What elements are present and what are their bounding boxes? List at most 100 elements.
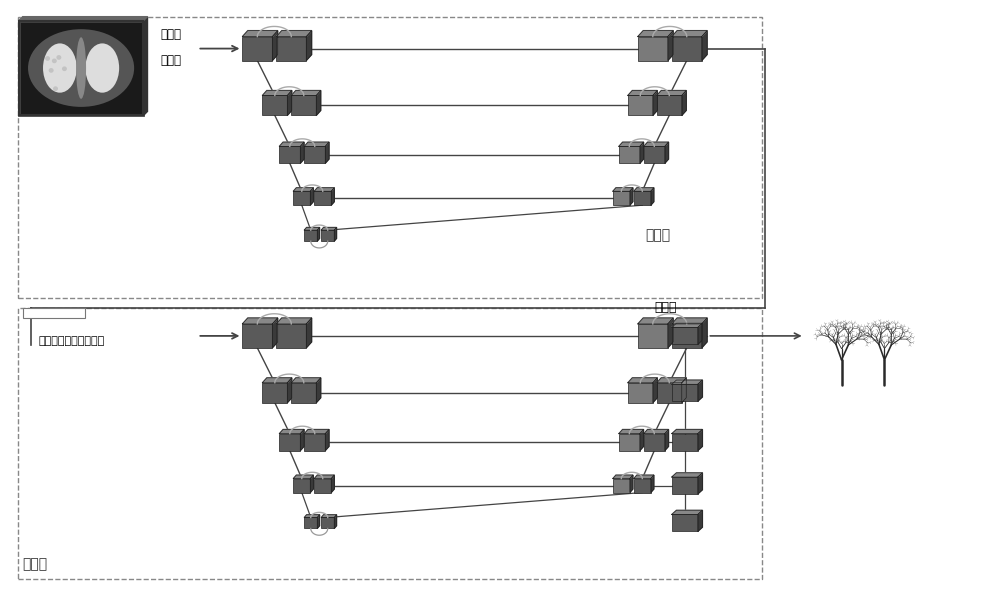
Polygon shape [698,430,702,451]
Polygon shape [287,90,292,116]
Polygon shape [293,475,313,478]
Polygon shape [306,318,312,348]
Polygon shape [304,430,329,434]
Polygon shape [672,430,702,434]
Polygon shape [321,227,337,230]
Polygon shape [613,188,633,191]
Bar [276,324,306,348]
Polygon shape [653,378,657,403]
Bar [657,383,682,403]
Polygon shape [291,90,321,96]
Polygon shape [668,318,673,348]
Polygon shape [638,318,673,324]
Polygon shape [325,142,329,163]
Bar [613,478,630,493]
Polygon shape [672,473,702,477]
Polygon shape [651,188,654,205]
Bar [242,324,272,348]
Polygon shape [672,323,702,327]
Polygon shape [698,380,702,401]
Bar [314,478,331,493]
Text: 重采样: 重采样 [160,28,181,41]
Bar [619,434,640,451]
Bar [19,21,143,116]
Bar [638,37,668,61]
Bar [314,191,331,205]
Bar [262,383,287,403]
Polygon shape [279,142,304,146]
Polygon shape [630,475,633,493]
Bar [672,324,702,348]
Polygon shape [306,31,312,61]
Polygon shape [262,378,292,383]
Text: 剪切，重采样，归一化: 剪切，重采样，归一化 [39,336,105,346]
Ellipse shape [76,37,86,99]
Polygon shape [19,17,147,21]
Ellipse shape [43,44,77,93]
Polygon shape [672,510,702,514]
Bar [672,37,702,61]
Bar [634,191,651,205]
Polygon shape [300,430,304,451]
Polygon shape [242,31,278,37]
Polygon shape [304,227,320,230]
Bar [672,434,698,451]
Polygon shape [672,31,707,37]
Bar [279,146,300,163]
Polygon shape [262,90,292,96]
Polygon shape [634,188,654,191]
Polygon shape [276,318,312,324]
Polygon shape [644,142,669,146]
Polygon shape [272,318,278,348]
Polygon shape [316,378,321,403]
Polygon shape [317,514,320,529]
Bar [293,478,310,493]
Polygon shape [672,380,702,384]
Polygon shape [653,90,657,116]
Polygon shape [300,142,304,163]
Bar [291,96,316,116]
Polygon shape [634,475,654,478]
Bar [644,434,665,451]
Bar [19,21,143,116]
Polygon shape [668,31,673,61]
Ellipse shape [28,29,134,107]
Polygon shape [628,378,657,383]
Polygon shape [279,430,304,434]
Bar [276,37,306,61]
Polygon shape [276,31,312,37]
Polygon shape [291,378,321,383]
Bar [672,514,698,532]
Polygon shape [619,430,644,434]
Polygon shape [702,31,707,61]
Bar [613,191,630,205]
Ellipse shape [52,58,57,63]
Polygon shape [672,318,707,324]
Ellipse shape [53,86,58,91]
Polygon shape [628,90,657,96]
Text: 后处理: 后处理 [655,301,677,314]
Ellipse shape [45,56,50,61]
Bar [634,478,651,493]
Text: 归一化: 归一化 [160,54,181,67]
Ellipse shape [49,68,54,73]
Bar [672,384,698,401]
Polygon shape [644,430,669,434]
Polygon shape [304,514,320,517]
Ellipse shape [62,67,67,71]
Polygon shape [682,378,686,403]
Polygon shape [331,475,334,493]
Polygon shape [665,142,669,163]
Bar [628,96,653,116]
Polygon shape [334,514,337,529]
Polygon shape [293,188,313,191]
Polygon shape [317,227,320,241]
Polygon shape [325,430,329,451]
Polygon shape [640,430,644,451]
Polygon shape [331,188,334,205]
Polygon shape [651,475,654,493]
Polygon shape [304,142,329,146]
Polygon shape [287,378,292,403]
Polygon shape [657,378,686,383]
Polygon shape [242,318,278,324]
